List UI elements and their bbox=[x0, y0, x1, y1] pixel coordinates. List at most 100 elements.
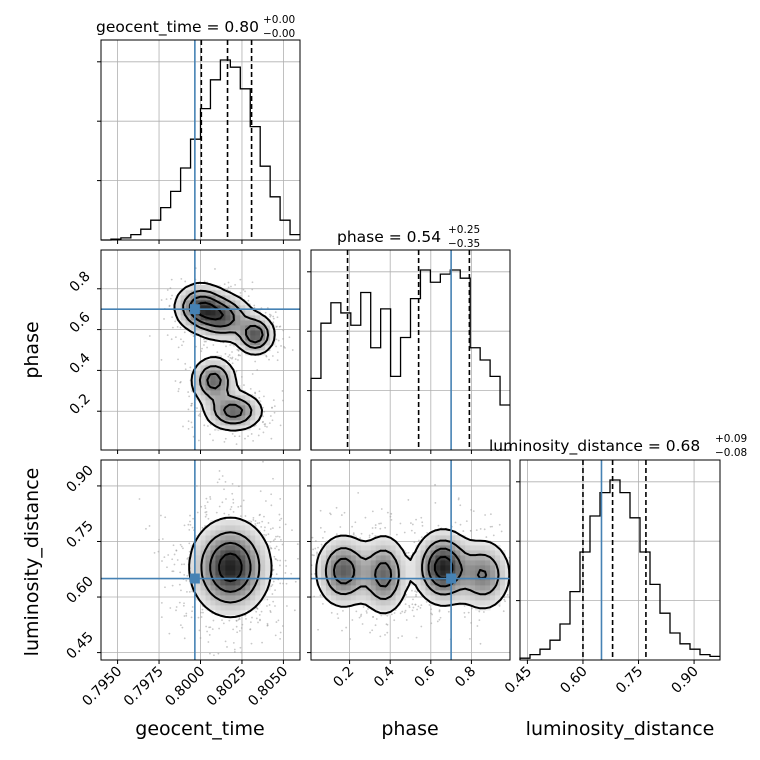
panel-phase_vs_luminosity_distance-point-463 bbox=[374, 526, 377, 529]
panel-geocent_time_vs_phase-cell-28-21 bbox=[205, 305, 211, 311]
panel-phase_vs_luminosity_distance-cell-20-9 bbox=[355, 555, 362, 561]
panel-geocent_time_vs_luminosity_distance-point-810 bbox=[161, 538, 164, 540]
panel-phase_vs_luminosity_distance-point-748 bbox=[418, 539, 420, 542]
panel-phase_vs_luminosity_distance-point-254 bbox=[403, 611, 406, 614]
panel-phase_vs_luminosity_distance-cell-22-35 bbox=[485, 545, 491, 551]
panel-phase_vs_luminosity_distance-cell-17-26 bbox=[440, 570, 446, 576]
panel-phase_vs_luminosity_distance-cell-14-7 bbox=[345, 585, 352, 591]
panel-geocent_time_vs_luminosity_distance-cell-14-25 bbox=[225, 585, 231, 591]
panel-geocent_time_vs_phase-point-607 bbox=[273, 405, 276, 408]
panel-geocent_time_vs_luminosity_distance-cell-20-18 bbox=[190, 555, 196, 561]
panel-geocent_time_vs_luminosity_distance-cell-13-28 bbox=[240, 590, 246, 596]
panel-geocent_time_vs_luminosity_distance-cell-13-24 bbox=[220, 590, 226, 596]
panel-geocent_time_vs_luminosity_distance-cell-19-19 bbox=[195, 560, 201, 566]
hist-phase-bin-19 bbox=[500, 405, 510, 450]
panel-phase_vs_luminosity_distance-cell-15-29 bbox=[455, 580, 461, 586]
panel-geocent_time_vs_phase-cell-17-24 bbox=[220, 360, 226, 366]
panel-geocent_time_vs_luminosity_distance-point-788 bbox=[278, 526, 281, 529]
panel-geocent_time_vs_luminosity_distance-cell-19-25 bbox=[225, 560, 231, 566]
panel-geocent_time_vs_phase-point-842 bbox=[272, 399, 275, 402]
panel-geocent_time_vs_luminosity_distance-point-684 bbox=[166, 566, 168, 569]
panel-geocent_time_vs_luminosity_distance-cell-20-23 bbox=[215, 555, 221, 561]
panel-phase_vs_luminosity_distance-cell-11-13 bbox=[375, 600, 382, 606]
panel-phase_vs_luminosity_distance-point-625 bbox=[470, 509, 473, 511]
panel-phase_vs_luminosity_distance-point-176 bbox=[410, 522, 412, 524]
panel-phase_vs_luminosity_distance-cell-11-6 bbox=[340, 600, 347, 606]
panel-geocent_time_vs_luminosity_distance-point-873 bbox=[205, 511, 208, 513]
panel-geocent_time_vs_luminosity_distance-cell-9-23 bbox=[215, 610, 221, 616]
panel-geocent_time_vs_phase-cell-6-28 bbox=[240, 415, 246, 421]
panel-phase_vs_luminosity_distance-cell-16-31 bbox=[465, 575, 471, 581]
panel-geocent_time_vs_luminosity_distance-point-212 bbox=[276, 535, 279, 538]
panel-phase_vs_luminosity_distance-cell-20-14 bbox=[380, 555, 387, 561]
panel-geocent_time_vs_luminosity_distance-cell-20-21 bbox=[205, 555, 211, 561]
panel-phase_vs_luminosity_distance-cell-20-4 bbox=[330, 555, 337, 561]
panel-geocent_time_vs_phase-contour-1 bbox=[182, 289, 270, 425]
panel-phase_vs_luminosity_distance-point-637 bbox=[414, 603, 417, 606]
panel-phase_vs_luminosity_distance-point-582 bbox=[413, 541, 416, 544]
panel-geocent_time_vs_phase-cell-24-26 bbox=[230, 325, 236, 331]
panel-phase_vs_luminosity_distance-point-573 bbox=[404, 603, 407, 606]
panel-phase_vs_luminosity_distance-cell-18-31 bbox=[465, 565, 471, 571]
panel-phase_vs_luminosity_distance-cell-11-11 bbox=[365, 600, 372, 606]
panel-geocent_time_vs_phase-cell-20-33 bbox=[265, 345, 271, 351]
panel-geocent_time_vs_luminosity_distance-point-281 bbox=[209, 496, 212, 498]
panel-phase_vs_luminosity_distance-point-894 bbox=[426, 531, 429, 534]
panel-phase_vs_luminosity_distance-cell-14-36 bbox=[490, 585, 496, 591]
panel-phase_vs_luminosity_distance-point-252 bbox=[368, 534, 371, 537]
panel-geocent_time_vs_phase-point-457 bbox=[273, 411, 276, 414]
panel-geocent_time_vs_luminosity_distance-cell-10-27 bbox=[235, 605, 241, 611]
panel-phase_vs_luminosity_distance-cell-12-34 bbox=[480, 595, 486, 601]
panel-geocent_time_vs_luminosity_distance-cell-27-24 bbox=[220, 520, 226, 526]
panel-phase_vs_luminosity_distance-cell-13-15 bbox=[385, 590, 391, 596]
panel-geocent_time_vs_luminosity_distance-point-845 bbox=[231, 492, 234, 495]
panel-phase_vs_luminosity_distance-cell-17-24 bbox=[430, 570, 436, 576]
panel-phase_vs_luminosity_distance-cell-17-9 bbox=[355, 570, 362, 576]
panel-geocent_time_vs_luminosity_distance-cell-26-27 bbox=[235, 525, 241, 531]
panel-geocent_time_vs_phase-cell-23-31 bbox=[255, 330, 261, 336]
panel-phase_vs_luminosity_distance-point-556 bbox=[385, 623, 388, 626]
panel-phase_vs_luminosity_distance-cell-17-5 bbox=[335, 570, 342, 576]
panel-geocent_time_vs_luminosity_distance-point-249 bbox=[218, 505, 221, 508]
panel-geocent_time_vs_phase-cell-31-23 bbox=[215, 290, 221, 296]
panel-phase_vs_luminosity_distance-point-156 bbox=[401, 635, 403, 638]
panel-geocent_time_vs_luminosity_distance-cell-22-24 bbox=[220, 545, 226, 551]
panel-phase_vs_luminosity_distance-cell-17-14 bbox=[380, 570, 387, 576]
panel-geocent_time_vs_phase-point-42 bbox=[264, 425, 267, 428]
hist-geocent_time-bin-11 bbox=[210, 80, 220, 240]
panel-phase_vs_luminosity_distance-cell-12-37 bbox=[495, 595, 501, 601]
panel-geocent_time_vs_phase-cell-21-32 bbox=[260, 340, 266, 346]
panel-geocent_time_vs_phase-point-231 bbox=[197, 414, 200, 417]
panel-geocent_time_vs_phase-point-237 bbox=[243, 384, 245, 386]
panel-phase_vs_luminosity_distance-content bbox=[311, 460, 510, 660]
panel-geocent_time_vs_luminosity_distance-cell-21-33 bbox=[265, 550, 271, 556]
panel-phase_vs_luminosity_distance-cell-18-34 bbox=[480, 565, 486, 571]
panel-geocent_time_vs_phase-point-828 bbox=[244, 437, 246, 440]
panel-geocent_time_vs_luminosity_distance-cell-20-19 bbox=[195, 555, 201, 561]
panel-phase_vs_luminosity_distance-cell-23-14 bbox=[380, 540, 387, 546]
panel-geocent_time_vs_phase-cell-5-23 bbox=[215, 420, 221, 426]
panel-geocent_time_vs_phase-cell-17-23 bbox=[215, 360, 221, 366]
panel-geocent_time_vs_luminosity_distance-point-518 bbox=[188, 542, 191, 545]
panel-phase_vs_luminosity_distance-point-247 bbox=[404, 609, 407, 612]
panel-geocent_time_vs_phase-cell-28-22 bbox=[210, 305, 216, 311]
panel-geocent_time_vs_phase-point-496 bbox=[275, 345, 277, 348]
panel-geocent_time_vs_luminosity_distance-cell-12-20 bbox=[200, 595, 206, 601]
panel-geocent_time_vs_phase-cell-24-24 bbox=[220, 325, 226, 331]
panel-phase_vs_luminosity_distance-cell-16-19 bbox=[405, 575, 411, 581]
panel-phase_vs_luminosity_distance-point-214 bbox=[475, 529, 478, 532]
panel-geocent_time_vs_phase-point-110 bbox=[212, 344, 215, 346]
panel-phase_vs_luminosity_distance-cell-16-13 bbox=[375, 575, 382, 581]
panel-phase_vs_luminosity_distance-cell-24-14 bbox=[380, 535, 387, 541]
panel-geocent_time_vs_phase-cell-14-26 bbox=[230, 375, 236, 381]
panel-geocent_time_vs_luminosity_distance-cell-23-29 bbox=[245, 540, 251, 546]
panel-geocent_time_vs_phase-cell-17-21 bbox=[205, 360, 211, 366]
panel-phase_vs_luminosity_distance-cell-21-26 bbox=[440, 550, 446, 556]
panel-geocent_time_vs_luminosity_distance-cell-9-27 bbox=[235, 610, 241, 616]
panel-phase_vs_luminosity_distance-point-128 bbox=[459, 523, 462, 526]
panel-phase_vs_luminosity_distance-cell-13-27 bbox=[445, 590, 451, 596]
panel-geocent_time_vs_luminosity_distance-point-896 bbox=[252, 516, 255, 519]
panel-geocent_time_vs_phase-cell-27-25 bbox=[225, 310, 231, 316]
panel-phase_vs_luminosity_distance-cell-22-3 bbox=[325, 545, 332, 551]
panel-geocent_time_vs_luminosity_distance-point-784 bbox=[282, 582, 284, 585]
